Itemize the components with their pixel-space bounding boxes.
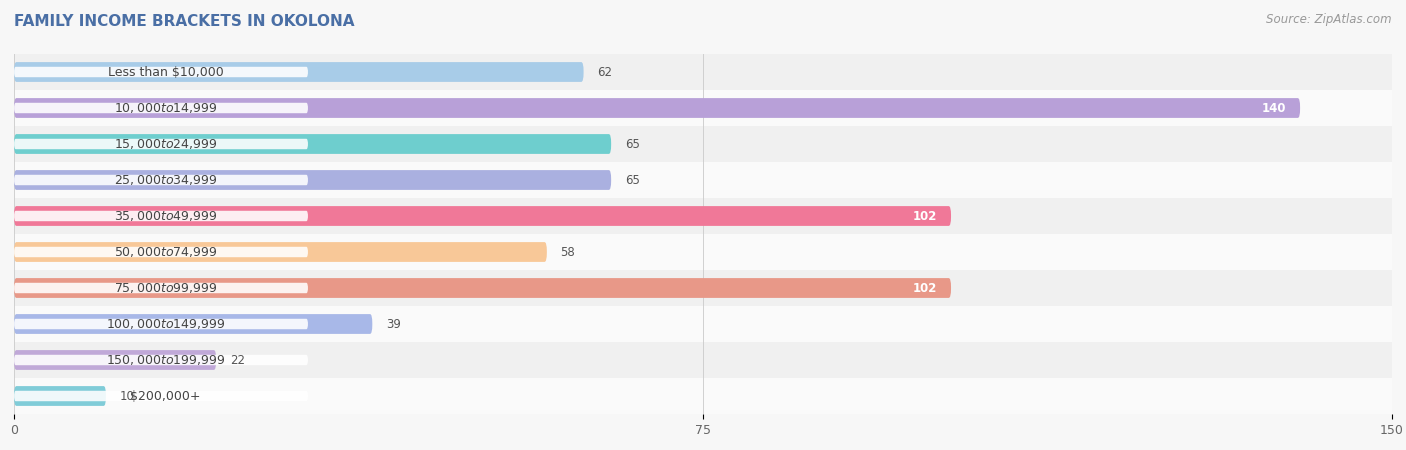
Text: 62: 62 [598, 66, 613, 78]
FancyBboxPatch shape [14, 319, 308, 329]
FancyBboxPatch shape [14, 242, 547, 262]
FancyBboxPatch shape [14, 283, 308, 293]
Text: 140: 140 [1261, 102, 1286, 114]
Bar [14, 234, 1392, 270]
Text: 10: 10 [120, 390, 135, 402]
Text: $10,000 to $14,999: $10,000 to $14,999 [114, 101, 218, 115]
Text: $35,000 to $49,999: $35,000 to $49,999 [114, 209, 218, 223]
Bar [14, 162, 1392, 198]
Bar [14, 198, 1392, 234]
Bar [14, 270, 1392, 306]
FancyBboxPatch shape [14, 67, 308, 77]
FancyBboxPatch shape [14, 134, 612, 154]
FancyBboxPatch shape [14, 62, 583, 82]
Bar [14, 378, 1392, 414]
FancyBboxPatch shape [14, 355, 308, 365]
FancyBboxPatch shape [14, 103, 308, 113]
Text: FAMILY INCOME BRACKETS IN OKOLONA: FAMILY INCOME BRACKETS IN OKOLONA [14, 14, 354, 28]
Bar [14, 54, 1392, 90]
FancyBboxPatch shape [14, 139, 308, 149]
FancyBboxPatch shape [14, 206, 950, 226]
Text: $50,000 to $74,999: $50,000 to $74,999 [114, 245, 218, 259]
Bar [14, 90, 1392, 126]
FancyBboxPatch shape [14, 386, 105, 406]
FancyBboxPatch shape [14, 247, 308, 257]
FancyBboxPatch shape [14, 350, 217, 370]
Text: 65: 65 [624, 138, 640, 150]
Text: $200,000+: $200,000+ [131, 390, 201, 402]
FancyBboxPatch shape [14, 170, 612, 190]
Text: $15,000 to $24,999: $15,000 to $24,999 [114, 137, 218, 151]
FancyBboxPatch shape [14, 211, 308, 221]
Text: $25,000 to $34,999: $25,000 to $34,999 [114, 173, 218, 187]
FancyBboxPatch shape [14, 175, 308, 185]
Text: Less than $10,000: Less than $10,000 [108, 66, 224, 78]
Text: Source: ZipAtlas.com: Source: ZipAtlas.com [1267, 14, 1392, 27]
FancyBboxPatch shape [14, 98, 1301, 118]
Text: $150,000 to $199,999: $150,000 to $199,999 [105, 353, 225, 367]
Bar [14, 126, 1392, 162]
Text: 22: 22 [231, 354, 245, 366]
FancyBboxPatch shape [14, 314, 373, 334]
Text: $75,000 to $99,999: $75,000 to $99,999 [114, 281, 218, 295]
Text: 65: 65 [624, 174, 640, 186]
Bar [14, 342, 1392, 378]
Text: 58: 58 [561, 246, 575, 258]
Text: 102: 102 [912, 282, 938, 294]
Text: 102: 102 [912, 210, 938, 222]
FancyBboxPatch shape [14, 278, 950, 298]
FancyBboxPatch shape [14, 391, 308, 401]
Text: $100,000 to $149,999: $100,000 to $149,999 [105, 317, 225, 331]
Text: 39: 39 [387, 318, 401, 330]
Bar [14, 306, 1392, 342]
